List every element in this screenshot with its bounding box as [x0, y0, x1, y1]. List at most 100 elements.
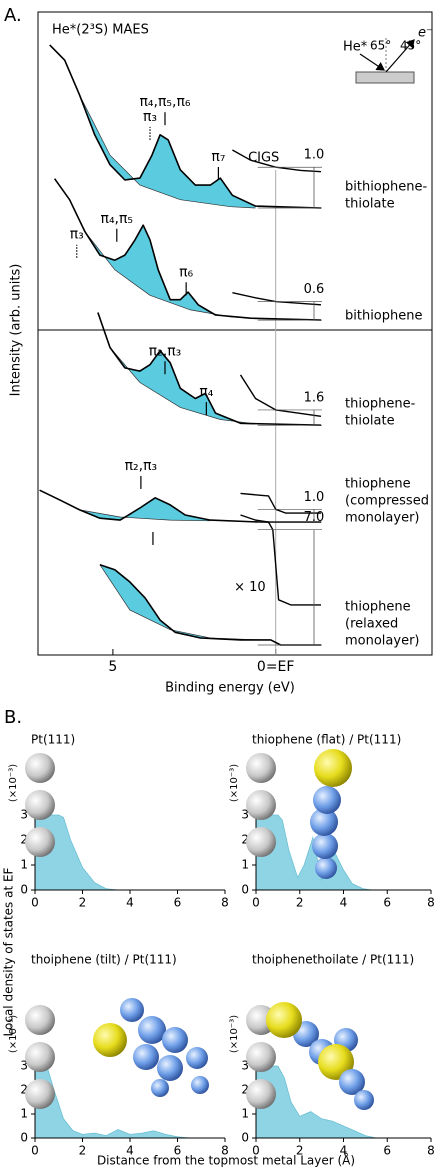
- background-line: [99, 564, 261, 641]
- emitted-electron: [385, 39, 415, 73]
- y-scale-label: (×10⁻³): [229, 764, 240, 802]
- x-tick-label: 4: [126, 1144, 134, 1158]
- series-label: (compressed: [345, 494, 429, 509]
- series-label: bithiophene: [345, 309, 423, 324]
- peak-label: π₄: [199, 384, 213, 400]
- spectrum-line: [99, 563, 321, 646]
- x-tick-label: 2: [296, 896, 304, 910]
- peak-label: π₆: [179, 264, 193, 280]
- area-fill: [35, 815, 119, 890]
- atom: [339, 1069, 365, 1095]
- panel-label: B.: [4, 707, 22, 728]
- chart-title: thiophene (flat) / Pt(111): [252, 733, 401, 747]
- series-label: thiolate: [345, 197, 395, 212]
- atom: [246, 753, 276, 783]
- shaded-area: [79, 95, 256, 208]
- shaded-area: [79, 497, 211, 521]
- x-tick-label: 2: [79, 1144, 87, 1158]
- inset-line: [240, 492, 321, 514]
- y-tick-label: 2: [20, 1083, 28, 1097]
- x-tick-label: 8: [427, 1144, 435, 1158]
- peak-label: π₃: [70, 227, 84, 243]
- y-tick-label: 2: [241, 833, 249, 847]
- y-tick-label: 2: [241, 1083, 249, 1097]
- chart-title: He*(2³S) MAES: [52, 23, 149, 38]
- peak-label: π₄,π₅: [101, 211, 134, 227]
- area-fill: [256, 1066, 377, 1138]
- series-label: (relaxed: [345, 616, 398, 631]
- y-tick-label: 1: [20, 1107, 28, 1121]
- background-line: [109, 347, 251, 424]
- electron-label: e⁻: [418, 26, 433, 41]
- series-label: thiolate: [345, 414, 395, 429]
- scale-label: 1.0: [304, 148, 325, 163]
- series-label: thiophene: [345, 599, 411, 614]
- x-tick-label: 6: [174, 1144, 182, 1158]
- series-label: monolayer): [345, 633, 420, 648]
- background-line: [84, 231, 251, 319]
- atom: [120, 998, 144, 1022]
- area-fill: [35, 1066, 190, 1138]
- scale-label: 7.0: [304, 510, 325, 525]
- projectile-label: He*: [343, 40, 368, 55]
- background-line: [79, 509, 211, 522]
- y-tick-label: 3: [20, 1059, 28, 1073]
- x-tick-label: 6: [174, 896, 182, 910]
- series-label: thiophene: [345, 477, 411, 492]
- y-axis-label: Intensity (arb. units): [9, 264, 24, 397]
- x-tick-label: 0=EF: [257, 659, 295, 675]
- x-tick-label: 5: [108, 659, 117, 675]
- x-tick-label: 2: [79, 896, 87, 910]
- area-line: [256, 814, 372, 891]
- x-tick-label: 4: [340, 1144, 348, 1158]
- chart-title: thoiphenethoilate / Pt(111): [252, 953, 414, 967]
- panel-label: A.: [4, 5, 22, 26]
- y-scale-label: (×10⁻³): [229, 1015, 240, 1053]
- atom: [25, 827, 55, 857]
- atom: [186, 1047, 208, 1069]
- y-tick-label: 3: [20, 808, 28, 822]
- atom: [25, 1079, 55, 1109]
- area-line: [256, 1065, 377, 1139]
- atom: [318, 1044, 354, 1080]
- angle-label: 65°: [370, 39, 391, 53]
- x-axis-label: Binding energy (eV): [165, 681, 295, 696]
- atom: [246, 790, 276, 820]
- spectrum-line: [97, 312, 322, 426]
- series-label: thiophene-: [345, 397, 416, 412]
- atom: [313, 786, 341, 814]
- angle-label: 45°: [400, 39, 421, 53]
- scale-label: 0.6: [304, 282, 325, 297]
- spectrum-line: [53, 178, 322, 321]
- frame: [37, 11, 433, 656]
- inset-line: [232, 292, 322, 306]
- atom: [162, 1027, 188, 1053]
- x-tick-label: 8: [427, 896, 435, 910]
- atom: [266, 1002, 302, 1038]
- atom: [354, 1090, 374, 1110]
- atom: [246, 1042, 276, 1072]
- atom: [310, 808, 338, 836]
- scale-label: 1.6: [304, 390, 325, 405]
- atom: [93, 1023, 127, 1057]
- y-tick-label: 0: [20, 883, 28, 897]
- multiplier-label: × 10: [234, 580, 266, 595]
- atom: [151, 1079, 169, 1097]
- y-tick-label: 0: [241, 1131, 249, 1145]
- shaded-area: [99, 564, 261, 640]
- y-axis-label: Local density of states at EF: [2, 867, 16, 1036]
- molecule-models: [25, 749, 374, 1110]
- atom: [138, 1016, 166, 1044]
- atom: [246, 827, 276, 857]
- x-tick-label: 0: [252, 896, 260, 910]
- x-tick-label: 2: [296, 1144, 304, 1158]
- peak-label: π₂,π₃: [149, 343, 182, 359]
- y-tick-label: 1: [20, 858, 28, 872]
- spectrum-line: [39, 489, 321, 523]
- chart-title: Pt(111): [31, 733, 75, 747]
- inset-line: [239, 374, 322, 417]
- atom: [246, 1079, 276, 1109]
- spectrum-line: [49, 44, 322, 209]
- x-tick-label: 4: [126, 896, 134, 910]
